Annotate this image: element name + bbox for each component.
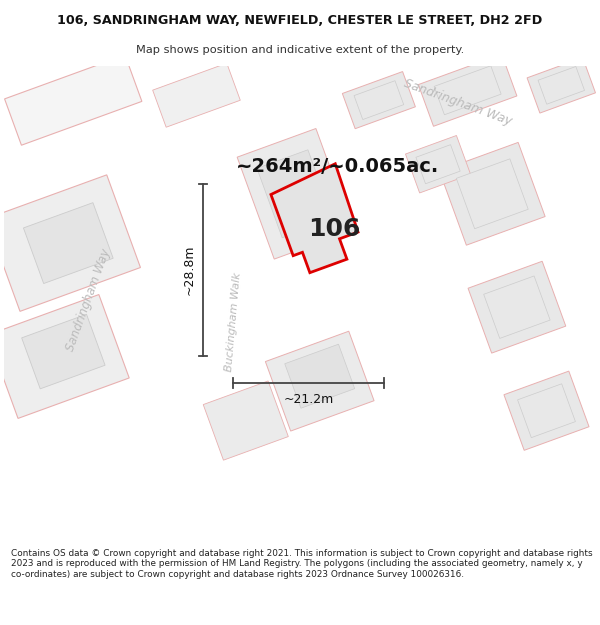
Polygon shape: [0, 383, 600, 517]
Polygon shape: [271, 164, 358, 272]
Text: 106, SANDRINGHAM WAY, NEWFIELD, CHESTER LE STREET, DH2 2FD: 106, SANDRINGHAM WAY, NEWFIELD, CHESTER …: [58, 14, 542, 28]
Polygon shape: [265, 331, 374, 431]
Polygon shape: [22, 314, 105, 389]
Text: Contains OS data © Crown copyright and database right 2021. This information is : Contains OS data © Crown copyright and d…: [11, 549, 592, 579]
Polygon shape: [406, 136, 470, 193]
Polygon shape: [285, 344, 355, 408]
Polygon shape: [468, 261, 566, 353]
Text: 106: 106: [308, 217, 361, 241]
Polygon shape: [152, 63, 240, 128]
Polygon shape: [416, 144, 460, 184]
Text: Map shows position and indicative extent of the property.: Map shows position and indicative extent…: [136, 44, 464, 54]
Polygon shape: [518, 384, 575, 438]
Polygon shape: [361, 54, 446, 561]
Polygon shape: [0, 175, 140, 311]
Polygon shape: [418, 54, 517, 126]
Polygon shape: [439, 142, 545, 245]
Polygon shape: [343, 72, 415, 129]
Polygon shape: [527, 58, 595, 113]
Text: ~21.2m: ~21.2m: [283, 393, 334, 406]
Polygon shape: [257, 150, 333, 238]
Polygon shape: [203, 381, 289, 460]
Polygon shape: [538, 66, 584, 104]
Polygon shape: [457, 159, 528, 229]
Polygon shape: [484, 276, 550, 338]
Polygon shape: [504, 371, 589, 450]
Polygon shape: [5, 55, 142, 145]
Polygon shape: [0, 294, 129, 418]
Polygon shape: [434, 66, 501, 115]
Text: Sandringham Way: Sandringham Way: [402, 76, 514, 128]
Text: ~264m²/~0.065ac.: ~264m²/~0.065ac.: [236, 157, 439, 176]
Polygon shape: [0, 38, 600, 172]
Polygon shape: [354, 81, 404, 119]
Polygon shape: [237, 129, 353, 259]
Polygon shape: [23, 202, 113, 284]
Text: Sandringham Way: Sandringham Way: [64, 248, 113, 353]
Polygon shape: [197, 54, 265, 560]
Text: ~28.8m: ~28.8m: [182, 245, 196, 296]
Text: Buckingham Walk: Buckingham Walk: [224, 272, 242, 372]
